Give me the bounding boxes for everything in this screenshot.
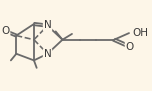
Text: OH: OH xyxy=(132,28,148,38)
Text: N: N xyxy=(44,20,51,30)
Text: N: N xyxy=(44,49,51,59)
Text: O: O xyxy=(1,26,10,36)
Text: O: O xyxy=(126,42,134,52)
